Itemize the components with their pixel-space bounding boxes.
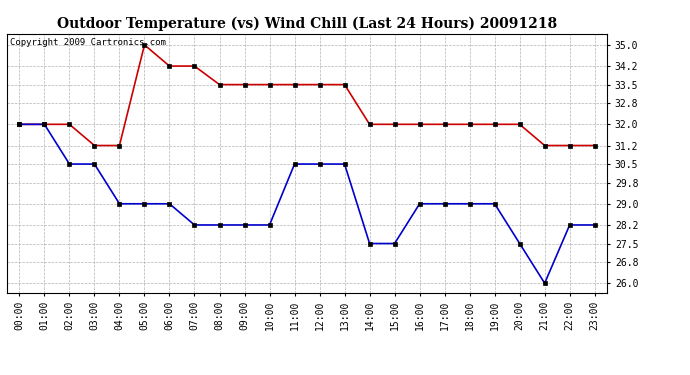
Text: Copyright 2009 Cartronics.com: Copyright 2009 Cartronics.com [10,38,166,46]
Title: Outdoor Temperature (vs) Wind Chill (Last 24 Hours) 20091218: Outdoor Temperature (vs) Wind Chill (Las… [57,17,557,31]
